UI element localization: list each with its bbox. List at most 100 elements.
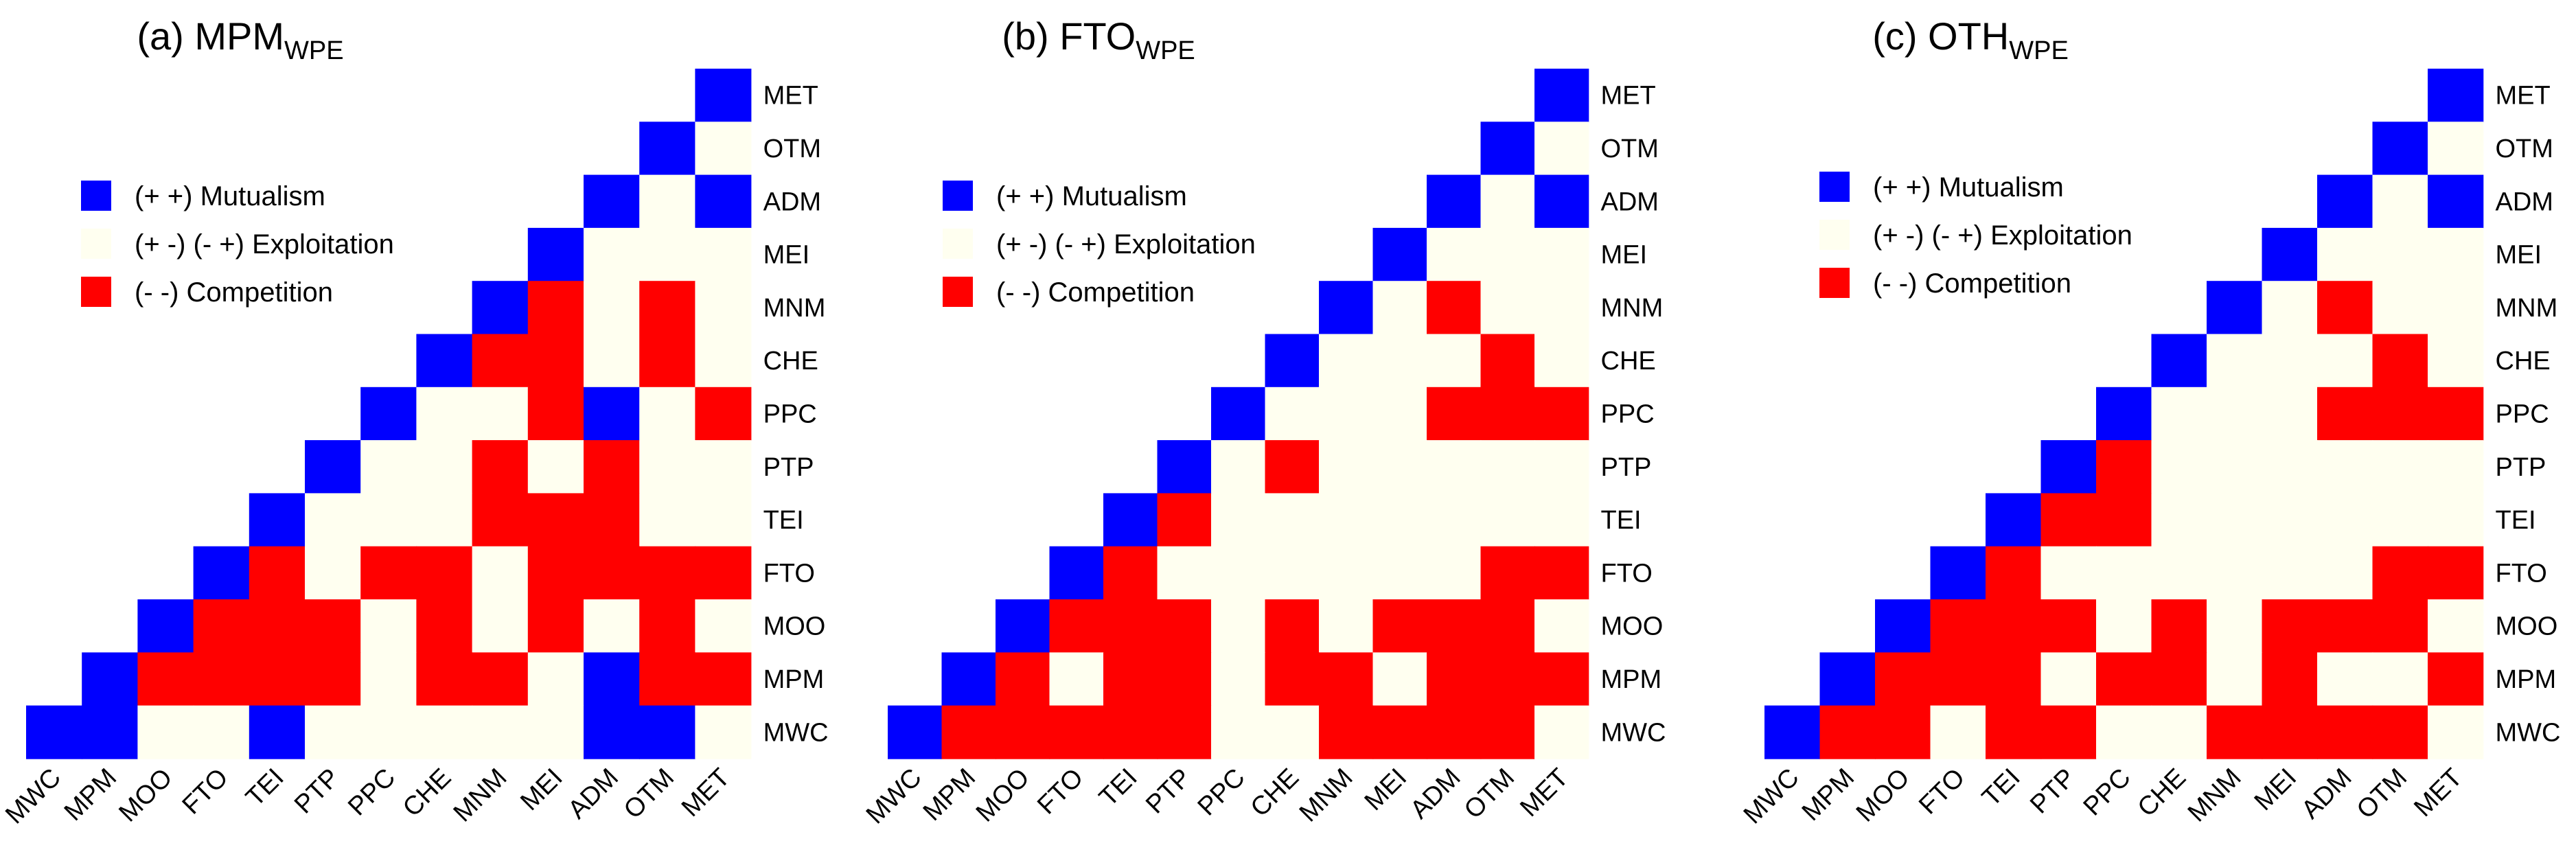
heatmap-cell-ppc-mei [2262,387,2318,441]
heatmap-cell-mwc-met [1534,705,1589,759]
heatmap-cell-mei-met [695,227,752,281]
legend-swatch [1819,268,1850,298]
panel-title: (c) OTHWPE [1872,14,2069,65]
heatmap-cell-che-mnm [2207,334,2263,388]
heatmap-cell-fto-adm [1427,546,1482,600]
heatmap-cell-moo-met [1534,599,1589,654]
heatmap-cell-tei-met [695,493,752,547]
heatmap-cell-mwc-mwc [1764,705,1821,759]
heatmap-cell-mwc-che [1265,705,1320,759]
heatmap-cell-moo-fto [1930,599,1986,654]
heatmap-cell-mwc-che [416,705,473,759]
row-label: CHE [763,347,818,376]
heatmap-cell-moo-che [2151,599,2207,654]
heatmap-cell-mwc-fto [1930,705,1986,759]
row-label: MNM [2496,294,2558,323]
heatmap-cell-ppc-che [1265,387,1320,441]
heatmap-cell-ptp-mei [527,440,584,494]
heatmap-cell-fto-met [2428,546,2484,600]
heatmap-cell-moo-adm [2317,599,2373,654]
heatmap-cell-mpm-otm [639,652,696,706]
row-label: FTO [2496,559,2547,588]
row-label: MEI [763,241,810,270]
row-label: FTO [1601,559,1653,588]
legend: (+ +) Mutualism (+ -) (- +) Exploitation (… [943,181,1256,308]
heatmap-cell-che-otm [639,334,696,388]
heatmap-cell-moo-ptp [1157,599,1212,654]
heatmap-cell-tei-ptp [2040,493,2097,547]
heatmap-cell-mwc-ptp [2040,705,2097,759]
heatmap-cell-che-met [2428,334,2484,388]
legend-swatch [1819,220,1850,250]
heatmap-cell-fto-che [1265,546,1320,600]
column-label: PTP [2025,763,2081,820]
heatmap-cell-ppc-otm [2372,387,2428,441]
heatmap-cell-moo-adm [584,599,640,654]
column-label: TEI [1094,763,1143,813]
legend-label: (- -) Competition [996,277,1195,308]
heatmap-cell-ptp-ppc [360,440,417,494]
heatmap-cell-mwc-adm [1427,705,1482,759]
heatmap-cell-mpm-mpm [1819,652,1876,706]
heatmap-cell-fto-mnm [2207,546,2263,600]
legend-label: (+ +) Mutualism [135,181,325,211]
legend-swatch [943,277,973,307]
heatmap-cell-mnm-adm [1427,281,1482,335]
heatmap-cell-adm-otm [1480,174,1535,229]
heatmap-cell-ppc-che [2151,387,2207,441]
column-label: MNM [2183,763,2247,828]
heatmap-cell-mei-mei [1372,227,1427,281]
heatmap-cell-ppc-adm [2317,387,2373,441]
column-label: MET [2408,763,2468,822]
heatmap-cell-mwc-mei [527,705,584,759]
heatmap-cell-mnm-mei [1372,281,1427,335]
heatmap-cell-mwc-ptp [305,705,361,759]
column-label: PPC [2078,763,2137,822]
heatmap-cell-mwc-mpm [941,705,996,759]
heatmap-cell-mpm-moo [996,652,1050,706]
heatmap-cell-mpm-tei [1986,652,2042,706]
row-label: PTP [763,453,814,482]
heatmap-cell-tei-mnm [472,493,529,547]
heatmap-panel-1: (a) MPMWPEMETOTMADMMEIMNMCHEPPCPTPTEIFTO… [0,14,828,829]
heatmap-cell-moo-che [1265,599,1320,654]
heatmap-cell-mei-met [2428,227,2484,281]
column-label: MET [676,763,735,822]
heatmap-cell-fto-mei [1372,546,1427,600]
column-label: FTO [1913,763,1970,820]
heatmap-cell-mnm-met [695,281,752,335]
heatmap-cell-mwc-mnm [472,705,529,759]
heatmap-cell-moo-mnm [1319,599,1374,654]
heatmap-cell-fto-che [416,546,473,600]
legend-label: (+ +) Mutualism [996,181,1187,211]
heatmap-cell-moo-tei [249,599,306,654]
heatmap-cell-mwc-mpm [82,705,139,759]
legend-swatch [81,277,111,307]
heatmap-cell-mpm-adm [584,652,640,706]
heatmap-cell-moo-che [416,599,473,654]
row-label: MWC [2496,718,2561,747]
heatmap-cell-ptp-che [1265,440,1320,494]
heatmap-cell-mwc-ppc [2096,705,2152,759]
heatmap-cell-moo-ppc [1211,599,1266,654]
heatmap-cell-mwc-moo [1875,705,1931,759]
heatmap-cell-mpm-fto [193,652,250,706]
heatmap-cell-mwc-mei [1372,705,1427,759]
column-label: MEI [2249,763,2302,816]
column-label: MNM [1294,763,1359,828]
column-label: OTM [2351,763,2413,825]
heatmap-cell-ptp-mnm [2207,440,2263,494]
heatmap-cell-fto-met [695,546,752,600]
heatmap-cell-ptp-met [2428,440,2484,494]
heatmap-cell-adm-otm [639,174,696,229]
heatmap-cell-mwc-fto [1049,705,1104,759]
heatmap-cell-mwc-ppc [360,705,417,759]
column-label: MOO [971,763,1035,828]
heatmap-cell-mwc-otm [639,705,696,759]
column-label: ADM [1405,763,1466,825]
heatmap-cell-mwc-fto [193,705,250,759]
heatmap-cell-ppc-ppc [360,387,417,441]
heatmap-cell-tei-otm [1480,493,1535,547]
heatmap-cell-fto-mei [2262,546,2318,600]
